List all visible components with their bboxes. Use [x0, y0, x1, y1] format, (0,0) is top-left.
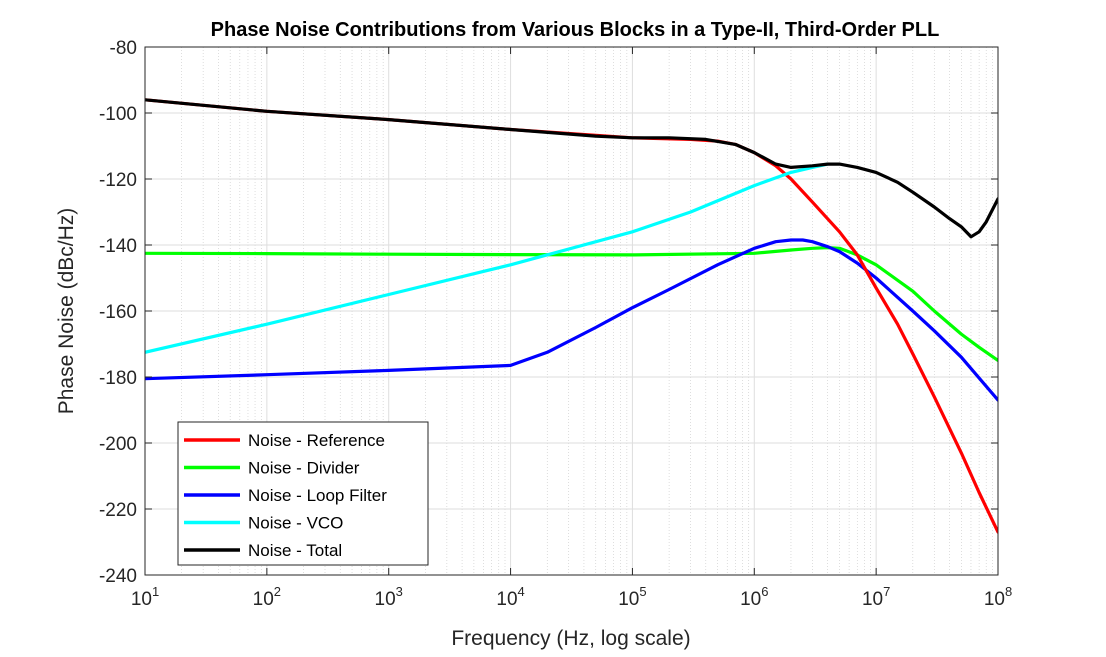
x-axis-ticks: 101 102 103 104 105 106 107 108	[131, 47, 1012, 610]
y-axis-label: Phase Noise (dBc/Hz)	[55, 208, 78, 415]
y-tick-label: -200	[99, 434, 137, 455]
y-tick-label: -100	[99, 104, 137, 125]
series-line-4	[145, 98, 998, 239]
legend-entry-label: Noise - VCO	[248, 514, 343, 533]
x-tick-label: 103	[375, 584, 403, 610]
legend-entry-label: Noise - Reference	[248, 431, 385, 450]
y-axis-ticks: -80 -100 -120 -140 -160 -180 -200 -220 -240	[99, 38, 998, 587]
x-tick-label: 107	[862, 584, 890, 610]
x-tick-label: 102	[253, 584, 281, 610]
y-tick-label: -240	[99, 566, 137, 587]
x-axis-label: Frequency (Hz, log scale)	[451, 627, 690, 650]
y-tick-label: -180	[99, 368, 137, 389]
y-tick-label: -220	[99, 500, 137, 521]
x-tick-label: 105	[618, 584, 646, 610]
y-tick-label: -120	[99, 170, 137, 191]
legend: Noise - Reference Noise - Divider Noise - …	[177, 421, 429, 566]
legend-entry-label: Noise - Divider	[248, 459, 360, 478]
y-tick-label: -80	[110, 38, 137, 59]
chart-title: Phase Noise Contributions from Various B…	[211, 19, 940, 41]
y-tick-label: -140	[99, 236, 137, 257]
x-tick-label: 108	[984, 584, 1012, 610]
x-tick-label: 104	[496, 584, 524, 610]
y-tick-label: -160	[99, 302, 137, 323]
series-line-3	[145, 162, 830, 354]
x-tick-label: 101	[131, 584, 159, 610]
x-tick-label: 106	[740, 584, 768, 610]
legend-entry-label: Noise - Loop Filter	[248, 486, 387, 505]
series-line-2	[145, 238, 998, 402]
series-line-1	[145, 246, 998, 363]
series-lines	[145, 98, 998, 534]
legend-entry-label: Noise - Total	[248, 541, 342, 560]
